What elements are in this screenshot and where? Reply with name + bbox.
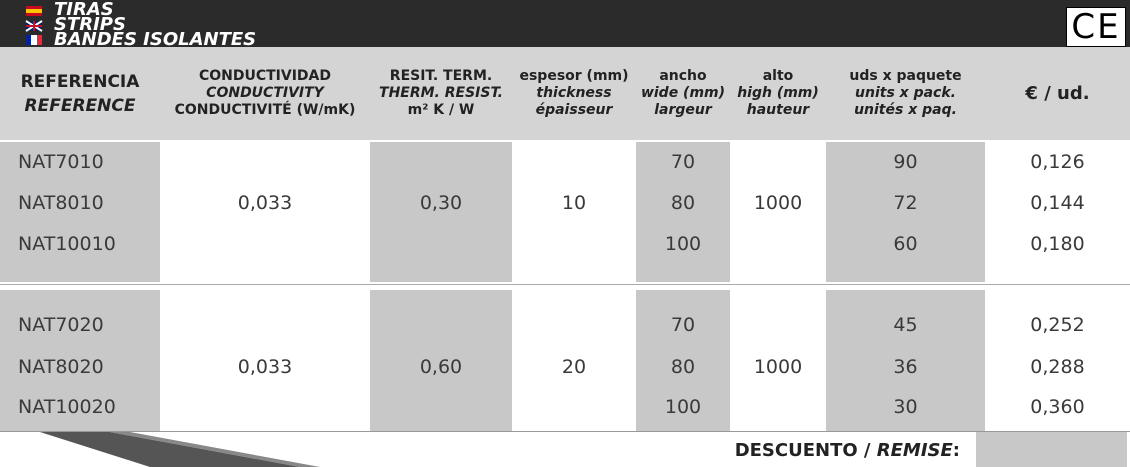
width: 80 (670, 356, 696, 378)
height: 1000 (753, 356, 803, 378)
header-line: CONDUCTIVITY (206, 85, 324, 101)
header-line: thickness (536, 85, 612, 101)
resistance: 0,30 (419, 192, 463, 214)
header-line: uds x paquete (849, 68, 962, 84)
column-shade (370, 142, 512, 282)
conductivity: 0,033 (237, 192, 293, 214)
column-header: RESIT. TERM. THERM. RESIST. m² K / W (370, 47, 512, 140)
units: 72 (893, 192, 918, 214)
header-line: ancho (659, 68, 707, 84)
height: 1000 (753, 192, 803, 214)
units: 45 (893, 314, 918, 336)
price: 0,288 (1030, 356, 1085, 378)
column-header: REFERENCIA REFERENCE (0, 47, 160, 140)
reference: NAT8020 (18, 356, 104, 378)
title-line: BANDES ISOLANTES (54, 29, 257, 50)
price: 0,252 (1030, 314, 1085, 336)
width: 80 (670, 192, 696, 214)
title-line: STRIPS (54, 14, 126, 35)
price: 0,144 (1030, 192, 1085, 214)
discount-es: DESCUENTO / (734, 440, 877, 461)
units: 60 (893, 233, 918, 255)
titles: TIRAS STRIPS BANDES ISOLANTES (54, 0, 257, 50)
thickness: 20 (561, 356, 587, 378)
reference: NAT8010 (18, 192, 104, 214)
header-line: m² K / W (407, 102, 475, 118)
strip-image (40, 432, 320, 467)
width: 70 (670, 314, 696, 336)
column-header: uds x paquete units x pack. unités x paq. (826, 47, 985, 140)
header-line: high (mm) (737, 85, 819, 101)
column-shade (826, 290, 985, 432)
price: 0,360 (1030, 396, 1085, 418)
width: 70 (670, 151, 696, 173)
header-line: épaisseur (535, 102, 613, 118)
column-shade (636, 290, 730, 432)
column-header: ancho wide (mm) largeur (636, 47, 730, 140)
header-line: units x pack. (855, 85, 956, 101)
header-line: REFERENCIA (20, 71, 140, 92)
column-header: € / ud. (985, 47, 1130, 140)
header-line: REFERENCE (24, 95, 136, 116)
table: REFERENCIA REFERENCE CONDUCTIVIDAD CONDUCTI… (0, 47, 1130, 432)
column-header: CONDUCTIVIDAD CONDUCTIVITY CONDUCTIVITÉ (W… (160, 47, 370, 140)
column-shade (370, 290, 512, 432)
flags (25, 6, 43, 45)
units: 30 (893, 396, 918, 418)
header-line: CONDUCTIVITÉ (W/mK) (174, 102, 356, 118)
header-bg (0, 47, 1130, 140)
column-header: alto high (mm) hauteur (730, 47, 826, 140)
units: 90 (893, 151, 918, 173)
price: 0,180 (1030, 233, 1085, 255)
thickness: 10 (561, 192, 587, 214)
header-line: CONDUCTIVIDAD (198, 68, 332, 84)
title-line: TIRAS (54, 0, 114, 20)
group-separator (0, 284, 1130, 291)
colon: : (952, 440, 960, 461)
header-line: RESIT. TERM. (389, 68, 493, 84)
discount-label: DESCUENTO / REMISE: (600, 440, 960, 461)
header-line: THERM. RESIST. (379, 85, 503, 101)
conductivity: 0,033 (237, 356, 293, 378)
ce-mark: CE (1066, 7, 1126, 47)
reference: NAT10010 (18, 233, 116, 255)
header-line: unités x paq. (854, 102, 957, 118)
width: 100 (664, 233, 702, 255)
bottom-rule (0, 431, 1130, 432)
resistance: 0,60 (419, 356, 463, 378)
header-line: alto (762, 68, 794, 84)
discount-box (976, 432, 1127, 467)
reference: NAT7010 (18, 151, 104, 173)
reference: NAT7020 (18, 314, 104, 336)
reference: NAT10020 (18, 396, 116, 418)
column-shade (826, 142, 985, 282)
header-line: largeur (654, 102, 712, 118)
title-bar (0, 0, 1130, 47)
discount-fr: REMISE (876, 440, 953, 461)
price: 0,126 (1030, 151, 1085, 173)
column-shade (0, 142, 160, 282)
column-header: espesor (mm) thickness épaisseur (512, 47, 636, 140)
column-shade (636, 142, 730, 282)
header-line: hauteur (746, 102, 810, 118)
header-line: wide (mm) (640, 85, 726, 101)
width: 100 (664, 396, 702, 418)
column-shade (0, 290, 160, 432)
units: 36 (893, 356, 918, 378)
header-line: espesor (mm) (519, 68, 629, 84)
header-line: € / ud. (1025, 83, 1090, 104)
